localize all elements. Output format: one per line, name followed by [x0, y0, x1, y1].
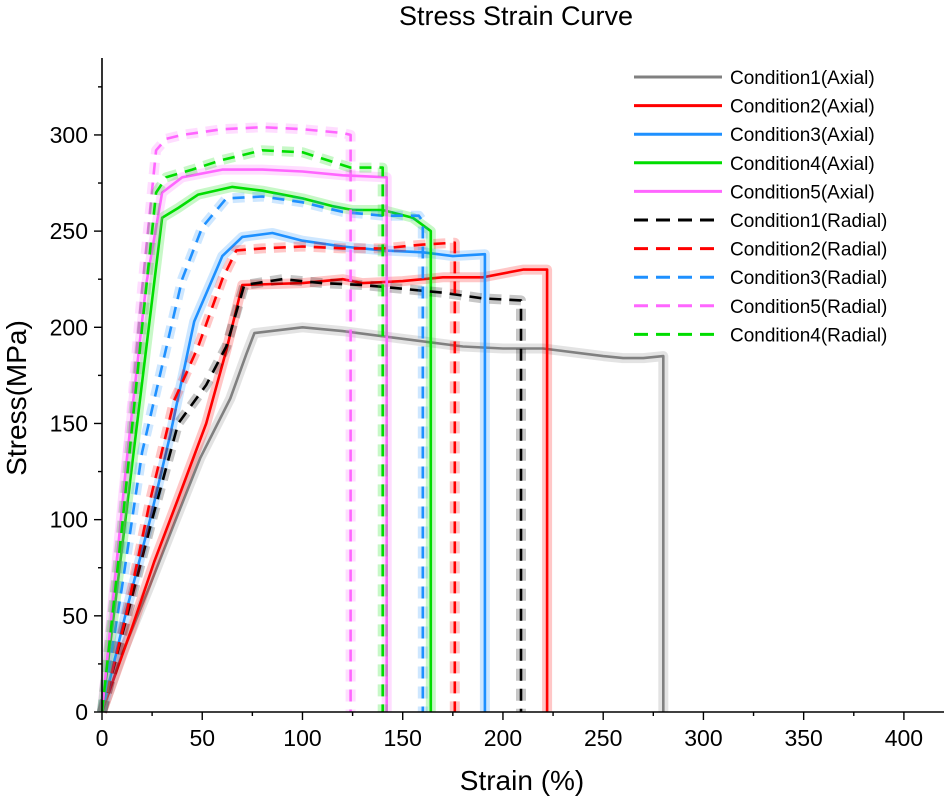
x-tick-label: 350 [784, 725, 822, 751]
series-line-condition2-axial [100, 268, 549, 713]
legend-label-condition3-radial: Condition3(Radial) [730, 268, 887, 289]
x-axis-label: Strain (%) [460, 765, 584, 796]
legend-label-condition4-axial: Condition4(Axial) [730, 154, 875, 175]
x-tick-label: 50 [189, 725, 215, 751]
legend-label-condition5-radial: Condition5(Radial) [730, 297, 887, 318]
y-tick-label: 200 [50, 314, 88, 340]
series-line-condition1-radial [100, 277, 523, 713]
y-tick-label: 300 [50, 122, 88, 148]
y-tick-label: 250 [50, 218, 88, 244]
legend-label-condition2-radial: Condition2(Radial) [730, 240, 887, 261]
series-line-condition4-radial [100, 149, 384, 713]
x-tick-label: 400 [885, 725, 923, 751]
legend: Condition1(Axial) Condition2(Axial) Condit… [634, 68, 887, 346]
y-tick-label: 150 [50, 410, 88, 436]
legend-label-condition1-radial: Condition1(Radial) [730, 211, 887, 232]
legend-label-condition3-axial: Condition3(Axial) [730, 125, 875, 146]
x-tick-label: 300 [684, 725, 722, 751]
y-tick-label: 100 [50, 507, 88, 533]
y-tick-label: 50 [62, 603, 88, 629]
x-tick-label: 200 [484, 725, 522, 751]
x-tick-label: 250 [584, 725, 622, 751]
series-line-condition3-axial [100, 231, 487, 713]
series-line-condition2-radial [100, 241, 457, 713]
legend-label-condition1-axial: Condition1(Axial) [730, 68, 875, 89]
series-line-condition1-axial [100, 326, 665, 713]
series-line-condition5-radial [100, 125, 352, 713]
series-layer [97, 122, 669, 714]
x-tick-label: 100 [283, 725, 321, 751]
legend-label-condition2-axial: Condition2(Axial) [730, 97, 875, 118]
legend-label-condition4-radial: Condition4(Radial) [730, 325, 887, 346]
y-axis-label: Stress(MPa) [1, 320, 32, 476]
series-line-condition4-axial [100, 185, 433, 713]
x-tick-label: 0 [96, 725, 109, 751]
x-tick-label: 150 [384, 725, 422, 751]
series-line-condition3-radial [100, 195, 425, 713]
chart-title: Stress Strain Curve [399, 1, 633, 31]
y-tick-label: 0 [75, 699, 88, 725]
ticks-layer: 0 50 100 150 200 250 300 350 400 0 50 100 150 200 250 3… [50, 86, 923, 751]
legend-label-condition5-axial: Condition5(Axial) [730, 182, 875, 203]
